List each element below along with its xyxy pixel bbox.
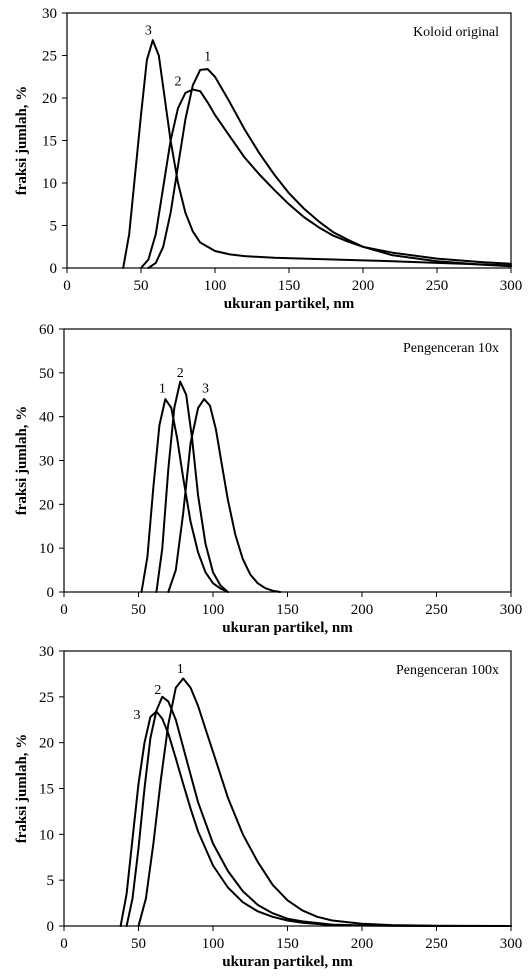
curve-label-1: 1 (204, 50, 211, 65)
y-tick-label: 25 (42, 49, 57, 65)
x-axis-title: ukuran partikel, nm (224, 296, 355, 312)
chart-panel-1: 0 50 100 150 200 250 300 0 5 10 15 20 25 30 ukuran par… (14, 6, 522, 312)
x-tick-label: 250 (426, 278, 449, 294)
y-tick-label: 30 (39, 454, 54, 470)
y-tick-label: 40 (39, 410, 54, 426)
plot-frame (67, 13, 511, 268)
series-line-2 (127, 697, 511, 926)
x-tick-label: 300 (500, 936, 523, 952)
series-line-3 (121, 712, 511, 927)
x-tick-label: 200 (352, 278, 375, 294)
y-tick-label: 15 (39, 782, 54, 798)
plot-frame (64, 651, 511, 926)
x-tick-label: 150 (278, 278, 301, 294)
x-tick-label: 50 (131, 602, 146, 618)
x-axis-title: ukuran partikel, nm (222, 954, 353, 970)
panel-annotation: Pengenceran 100x (396, 663, 499, 678)
curve-label-1: 1 (177, 662, 184, 677)
y-axis-title: fraksi jumlah, % (14, 406, 30, 516)
curve-label-2: 2 (175, 74, 182, 89)
y-tick-label: 10 (39, 827, 54, 843)
x-tick-label: 0 (60, 602, 68, 618)
x-axis-title: ukuran partikel, nm (222, 620, 353, 636)
y-tick-label: 60 (39, 322, 54, 338)
x-tick-label: 150 (276, 936, 299, 952)
x-tick-label: 100 (204, 278, 227, 294)
x-tick-label: 250 (425, 936, 448, 952)
y-tick-label: 15 (42, 134, 57, 150)
y-tick-label: 0 (50, 261, 58, 277)
y-tick-label: 5 (47, 873, 55, 889)
y-tick-label: 25 (39, 690, 54, 706)
series-line-3 (168, 399, 280, 592)
x-tick-label: 0 (63, 278, 71, 294)
y-tick-label: 20 (42, 91, 57, 107)
series-line-1 (139, 679, 512, 927)
series-line-2 (156, 382, 228, 592)
x-tick-label: 50 (131, 936, 146, 952)
y-tick-label: 20 (39, 497, 54, 513)
x-tick-label: 300 (500, 602, 523, 618)
chart-panel-2: 0 50 100 150 200 250 300 0 10 20 30 40 50 60 ukuran pa… (14, 322, 522, 636)
series-line-2 (141, 90, 511, 269)
x-tick-label: 0 (60, 936, 68, 952)
panel-annotation: Koloid original (413, 25, 499, 40)
x-tick-label: 50 (134, 278, 149, 294)
curve-label-3: 3 (145, 23, 152, 38)
curve-label-3: 3 (202, 382, 209, 397)
curve-label-1: 1 (159, 382, 166, 397)
y-tick-label: 30 (42, 6, 57, 22)
x-tick-label: 150 (276, 602, 299, 618)
chart-panel-3: 0 50 100 150 200 250 300 0 5 10 15 20 25 30 ukuran par… (14, 644, 522, 970)
x-tick-label: 200 (351, 602, 374, 618)
panel-annotation: Pengenceran 10x (403, 341, 499, 356)
x-tick-label: 200 (351, 936, 374, 952)
curve-label-3: 3 (134, 708, 141, 723)
y-axis-title: fraksi jumlah, % (14, 734, 30, 844)
y-tick-label: 5 (50, 219, 58, 235)
y-tick-label: 0 (47, 919, 55, 935)
curve-label-2: 2 (177, 366, 184, 381)
plot-frame (64, 329, 511, 592)
x-tick-label: 100 (202, 602, 225, 618)
y-tick-label: 10 (39, 541, 54, 557)
y-tick-label: 10 (42, 176, 57, 192)
x-tick-label: 100 (202, 936, 225, 952)
y-tick-label: 30 (39, 644, 54, 660)
x-tick-label: 250 (425, 602, 448, 618)
curve-label-2: 2 (154, 683, 161, 698)
series-line-1 (148, 69, 511, 268)
y-axis-title: fraksi jumlah, % (14, 86, 30, 196)
y-tick-label: 20 (39, 736, 54, 752)
y-tick-label: 50 (39, 366, 54, 382)
y-tick-label: 0 (47, 585, 55, 601)
x-tick-label: 300 (500, 278, 523, 294)
